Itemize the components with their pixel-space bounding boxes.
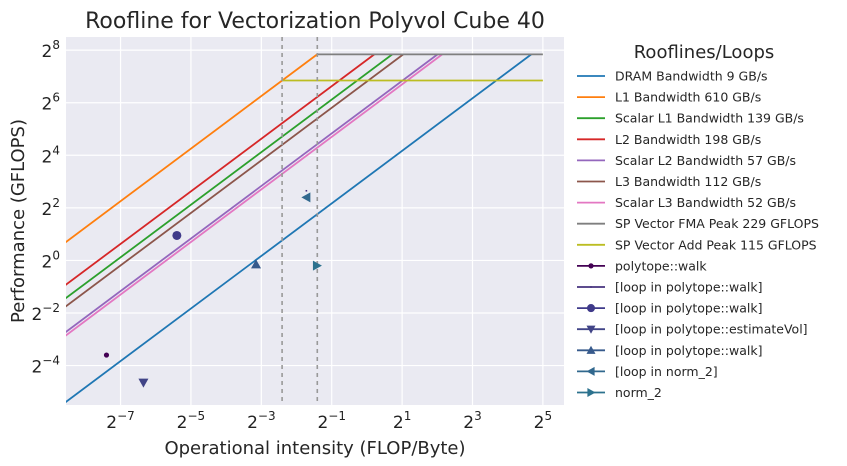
legend-label: L1 Bandwidth 610 GB/s bbox=[615, 90, 761, 105]
x-tick-label: 25 bbox=[534, 409, 552, 433]
bandwidth-roof-line bbox=[66, 53, 404, 308]
legend-label: SP Vector Add Peak 115 GFLOPS bbox=[615, 237, 817, 252]
bandwidth-roof-line bbox=[66, 53, 443, 337]
legend-marker bbox=[588, 263, 594, 269]
loop-point bbox=[138, 378, 149, 388]
ridge-lines bbox=[281, 37, 319, 405]
x-tick-label: 2−1 bbox=[317, 409, 346, 433]
bandwidth-roof-line bbox=[66, 53, 393, 300]
legend-label: DRAM Bandwidth 9 GB/s bbox=[615, 69, 768, 84]
chart-title: Roofline for Vectorization Polyvol Cube … bbox=[85, 9, 545, 34]
legend-marker bbox=[590, 286, 592, 288]
legend-label: L3 Bandwidth 112 GB/s bbox=[615, 174, 761, 189]
x-tick-labels: 2−7 2−5 2−3 2−1 21 23 25 bbox=[106, 409, 552, 433]
y-tick-label: 28 bbox=[42, 38, 60, 62]
legend-label: polytope::walk bbox=[615, 258, 707, 273]
y-tick-labels: 2−4 2−2 20 22 24 26 28 bbox=[31, 38, 60, 377]
legend-label: [loop in polytope::walk] bbox=[615, 280, 762, 295]
legend-title: Rooflines/Loops bbox=[634, 42, 775, 63]
x-axis-label: Operational intensity (FLOP/Byte) bbox=[164, 438, 465, 459]
y-tick-label: 2−4 bbox=[31, 354, 60, 378]
bandwidth-roof-line bbox=[66, 53, 375, 286]
plot-background bbox=[66, 37, 564, 405]
legend: DRAM Bandwidth 9 GB/s L1 Bandwidth 610 GB… bbox=[577, 69, 819, 400]
y-axis-label: Performance (GFLOPS) bbox=[8, 119, 29, 323]
legend-label: [loop in polytope::walk] bbox=[615, 343, 762, 358]
legend-label: L2 Bandwidth 198 GB/s bbox=[615, 132, 761, 147]
legend-marker bbox=[586, 325, 596, 334]
legend-label: Scalar L3 Bandwidth 52 GB/s bbox=[615, 195, 796, 210]
y-tick-label: 2−2 bbox=[31, 301, 60, 325]
loop-point bbox=[251, 259, 262, 269]
legend-label: Scalar L1 Bandwidth 139 GB/s bbox=[615, 111, 804, 126]
x-tick-label: 2−5 bbox=[177, 409, 206, 433]
bandwidth-roof-line bbox=[66, 53, 532, 403]
loop-points bbox=[103, 189, 322, 388]
legend-label: [loop in polytope::walk] bbox=[615, 301, 762, 316]
legend-label: [loop in polytope::estimateVol] bbox=[615, 322, 808, 337]
y-tick-label: 22 bbox=[42, 196, 60, 220]
legend-marker bbox=[586, 304, 596, 313]
legend-marker bbox=[586, 345, 596, 354]
legend-marker bbox=[586, 366, 595, 376]
loop-point bbox=[103, 352, 110, 358]
bandwidth-roof-line bbox=[66, 53, 439, 333]
y-tick-label: 24 bbox=[42, 143, 60, 167]
grid bbox=[66, 37, 564, 405]
loop-point bbox=[172, 230, 182, 240]
legend-label: Scalar L2 Bandwidth 57 GB/s bbox=[615, 153, 796, 168]
x-tick-label: 21 bbox=[393, 409, 411, 433]
legend-label: norm_2 bbox=[615, 385, 662, 400]
roof-lines bbox=[66, 53, 543, 403]
loop-point bbox=[305, 189, 308, 192]
y-tick-label: 26 bbox=[42, 91, 60, 115]
loop-point bbox=[312, 260, 322, 271]
legend-label: SP Vector FMA Peak 229 GFLOPS bbox=[615, 216, 819, 231]
x-tick-label: 2−3 bbox=[247, 409, 276, 433]
y-tick-label: 20 bbox=[42, 248, 60, 272]
x-tick-label: 2−7 bbox=[106, 409, 135, 433]
legend-marker bbox=[587, 388, 596, 397]
bandwidth-roof-line bbox=[66, 53, 318, 244]
legend-label: [loop in norm_2] bbox=[615, 364, 718, 379]
x-tick-label: 23 bbox=[463, 409, 481, 433]
loop-point bbox=[301, 192, 311, 203]
